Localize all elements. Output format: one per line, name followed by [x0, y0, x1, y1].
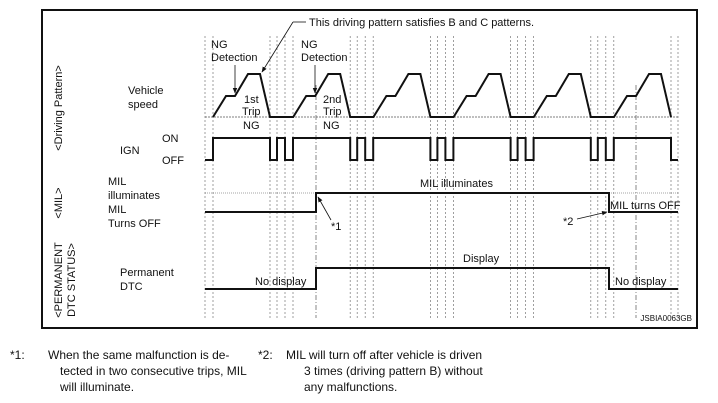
no-display-2: No display	[615, 276, 667, 288]
footnote-2-line: 3 times (driving pattern B) without	[304, 364, 483, 378]
ign-trace	[205, 137, 678, 161]
footnote-1-mark: *1:	[10, 348, 25, 362]
footnote-2-line: MIL will turn off after vehicle is drive…	[286, 348, 483, 362]
trip1-ng: NG	[243, 120, 260, 132]
ref-1: *1	[331, 221, 341, 233]
mil-trace	[205, 192, 678, 213]
trip1-label-a: 1st	[244, 94, 259, 106]
footnote-2-mark: *2:	[258, 348, 273, 362]
mil-turns-off-text: MIL turns OFF	[610, 200, 681, 212]
footnote-1-line: When the same malfunction is de-	[48, 348, 230, 362]
diagram-frame	[41, 9, 698, 329]
trip2-label-a: 2nd	[323, 94, 341, 106]
section-dtc-2: DTC STATUS>	[66, 243, 78, 317]
trip2-label-b: Trip	[323, 106, 342, 118]
label-mil-ill-2: illuminates	[108, 190, 160, 202]
label-mil-ill-1: MIL	[108, 176, 126, 188]
signal-traces	[205, 73, 678, 290]
label-mil-off-2: Turns OFF	[108, 218, 161, 230]
label-on: ON	[162, 133, 179, 145]
label-ign: IGN	[120, 145, 140, 157]
ng-detection-2-a: NG	[301, 39, 318, 51]
no-display-1: No display	[255, 276, 307, 288]
label-off: OFF	[162, 155, 184, 167]
ng-detection-1-a: NG	[211, 39, 228, 51]
ref-2-arrow	[576, 210, 608, 220]
vehicle-speed-trace	[212, 73, 672, 118]
section-dtc-1: <PERMANENT	[53, 242, 65, 318]
label-permanent: Permanent	[120, 267, 174, 279]
callout-arrow	[261, 21, 294, 73]
trip2-ng: NG	[323, 120, 340, 132]
footnote-1-line: will illuminate.	[60, 380, 135, 394]
ng-detection-1-b: Detection	[211, 52, 257, 64]
ref-2: *2	[563, 216, 573, 228]
ng-detection-2-b: Detection	[301, 52, 347, 64]
label-mil-off-1: MIL	[108, 204, 126, 216]
callout-text: This driving pattern satisfies B and C p…	[309, 17, 534, 29]
section-driving-pattern: <Driving Pattern>	[53, 65, 65, 151]
label-speed: speed	[128, 99, 158, 111]
footnote-1-line: tected in two consecutive trips, MIL	[60, 364, 247, 378]
permanent-dtc-trace	[205, 267, 678, 290]
ref-1-arrow	[317, 196, 332, 221]
mil-illuminates-text: MIL illuminates	[420, 178, 493, 190]
trip1-label-b: Trip	[242, 106, 261, 118]
label-vehicle: Vehicle	[128, 85, 163, 97]
display-text: Display	[463, 253, 500, 265]
section-mil: <MIL>	[53, 187, 65, 218]
figure-code: JSBIA0063GB	[640, 314, 692, 323]
footnote-2-line: any malfunctions.	[304, 380, 398, 394]
label-dtc: DTC	[120, 281, 143, 293]
